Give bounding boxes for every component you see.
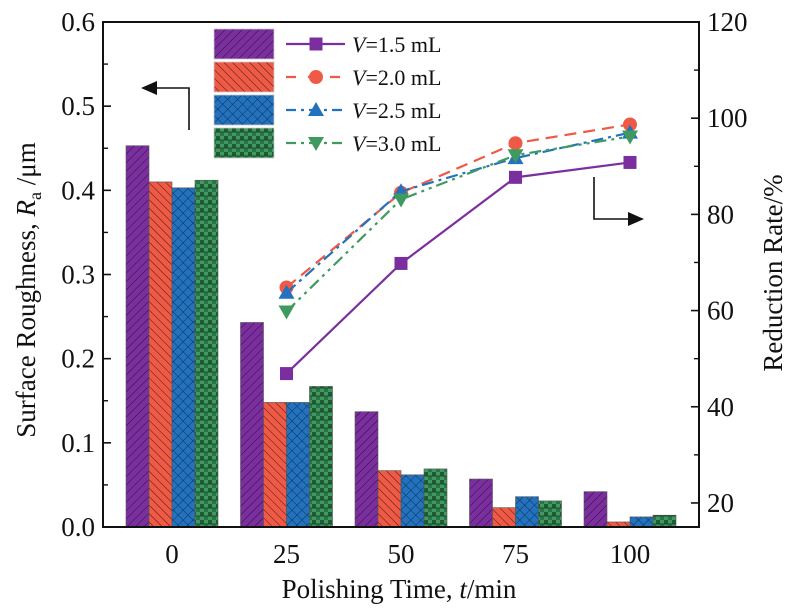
line-layer xyxy=(278,117,638,381)
bar xyxy=(171,187,196,528)
y-right-tick-label: 20 xyxy=(707,488,734,518)
legend-label: V=3.0 mL xyxy=(352,131,441,156)
bar xyxy=(354,411,379,528)
bar xyxy=(400,474,425,528)
series-line xyxy=(285,123,631,289)
y-right-tick-label: 60 xyxy=(707,296,734,326)
y-left-tick-label: 0.2 xyxy=(61,344,95,374)
legend-label: V=2.0 mL xyxy=(352,65,441,90)
data-point-square xyxy=(309,37,323,51)
y-axis-right-title: Reduction Rate/% xyxy=(758,174,788,371)
bar xyxy=(194,179,219,528)
bar xyxy=(263,402,287,528)
data-point-triangle-down xyxy=(308,137,324,151)
right-axis-arrow xyxy=(593,177,644,226)
y-right-tick-label: 40 xyxy=(707,392,734,422)
data-point-circle xyxy=(508,136,523,151)
axes: 0.0 0.1 0.2 0.3 0.4 0.5 0.6 20 40 60 80 100 120 0 25 50… xyxy=(61,7,747,569)
legend-label: V=2.5 mL xyxy=(352,98,441,123)
series-line xyxy=(285,135,631,313)
data-point-circle xyxy=(309,70,323,84)
data-point-circle xyxy=(623,117,637,132)
bar xyxy=(538,500,562,528)
bar xyxy=(286,402,310,528)
x-axis-title: Polishing Time, t/min xyxy=(282,574,517,604)
bar xyxy=(629,516,654,528)
x-tick-label: 25 xyxy=(273,539,300,569)
data-point-square xyxy=(394,256,408,270)
bar xyxy=(377,470,402,528)
bar xyxy=(148,181,173,528)
legend-swatch xyxy=(213,94,275,126)
data-point-triangle-up xyxy=(278,284,295,299)
series-line xyxy=(285,131,631,294)
bar xyxy=(240,322,264,528)
x-tick-label: 100 xyxy=(610,539,651,569)
x-tick-label: 0 xyxy=(165,539,179,569)
legend-swatch xyxy=(213,127,275,159)
y-left-tick-label: 0.6 xyxy=(61,7,95,37)
y-left-tick-label: 0.3 xyxy=(61,260,95,290)
x-tick-label: 50 xyxy=(388,539,415,569)
bar xyxy=(469,478,493,528)
y-left-tick-label: 0.0 xyxy=(61,512,95,542)
y-left-tick-label: 0.5 xyxy=(61,91,95,121)
bar xyxy=(423,468,448,528)
bar xyxy=(583,491,608,528)
y-right-tick-label: 120 xyxy=(707,7,748,37)
y-left-tick-label: 0.4 xyxy=(61,175,95,205)
data-point-triangle-down xyxy=(507,149,524,164)
data-point-triangle-up xyxy=(308,102,324,116)
y-right-tick-label: 80 xyxy=(707,199,734,229)
legend-swatch xyxy=(213,61,275,93)
series-line xyxy=(285,161,631,375)
left-axis-arrow xyxy=(141,81,190,130)
bar xyxy=(515,496,539,528)
bar xyxy=(125,145,150,528)
bar xyxy=(652,514,677,528)
data-point-triangle-down xyxy=(278,305,295,320)
data-point-square xyxy=(280,367,293,381)
y-right-tick-label: 100 xyxy=(707,103,748,133)
legend-label: V=1.5 mL xyxy=(352,32,441,57)
legend: V=1.5 mL V=2.0 mL V=2.5 mL V=3.0 mL xyxy=(213,28,441,159)
data-point-triangle-down xyxy=(393,193,409,208)
data-point-triangle-down xyxy=(622,130,638,145)
bar xyxy=(492,507,516,528)
y-axis-left-title: Surface Roughness, Ra /μm xyxy=(11,142,45,437)
legend-swatch xyxy=(213,28,275,60)
x-tick-label: 75 xyxy=(502,539,529,569)
y-left-tick-label: 0.1 xyxy=(61,428,95,458)
bar xyxy=(309,386,333,528)
bar-layer xyxy=(125,145,677,528)
data-point-square xyxy=(509,170,522,184)
data-point-square xyxy=(623,155,637,169)
